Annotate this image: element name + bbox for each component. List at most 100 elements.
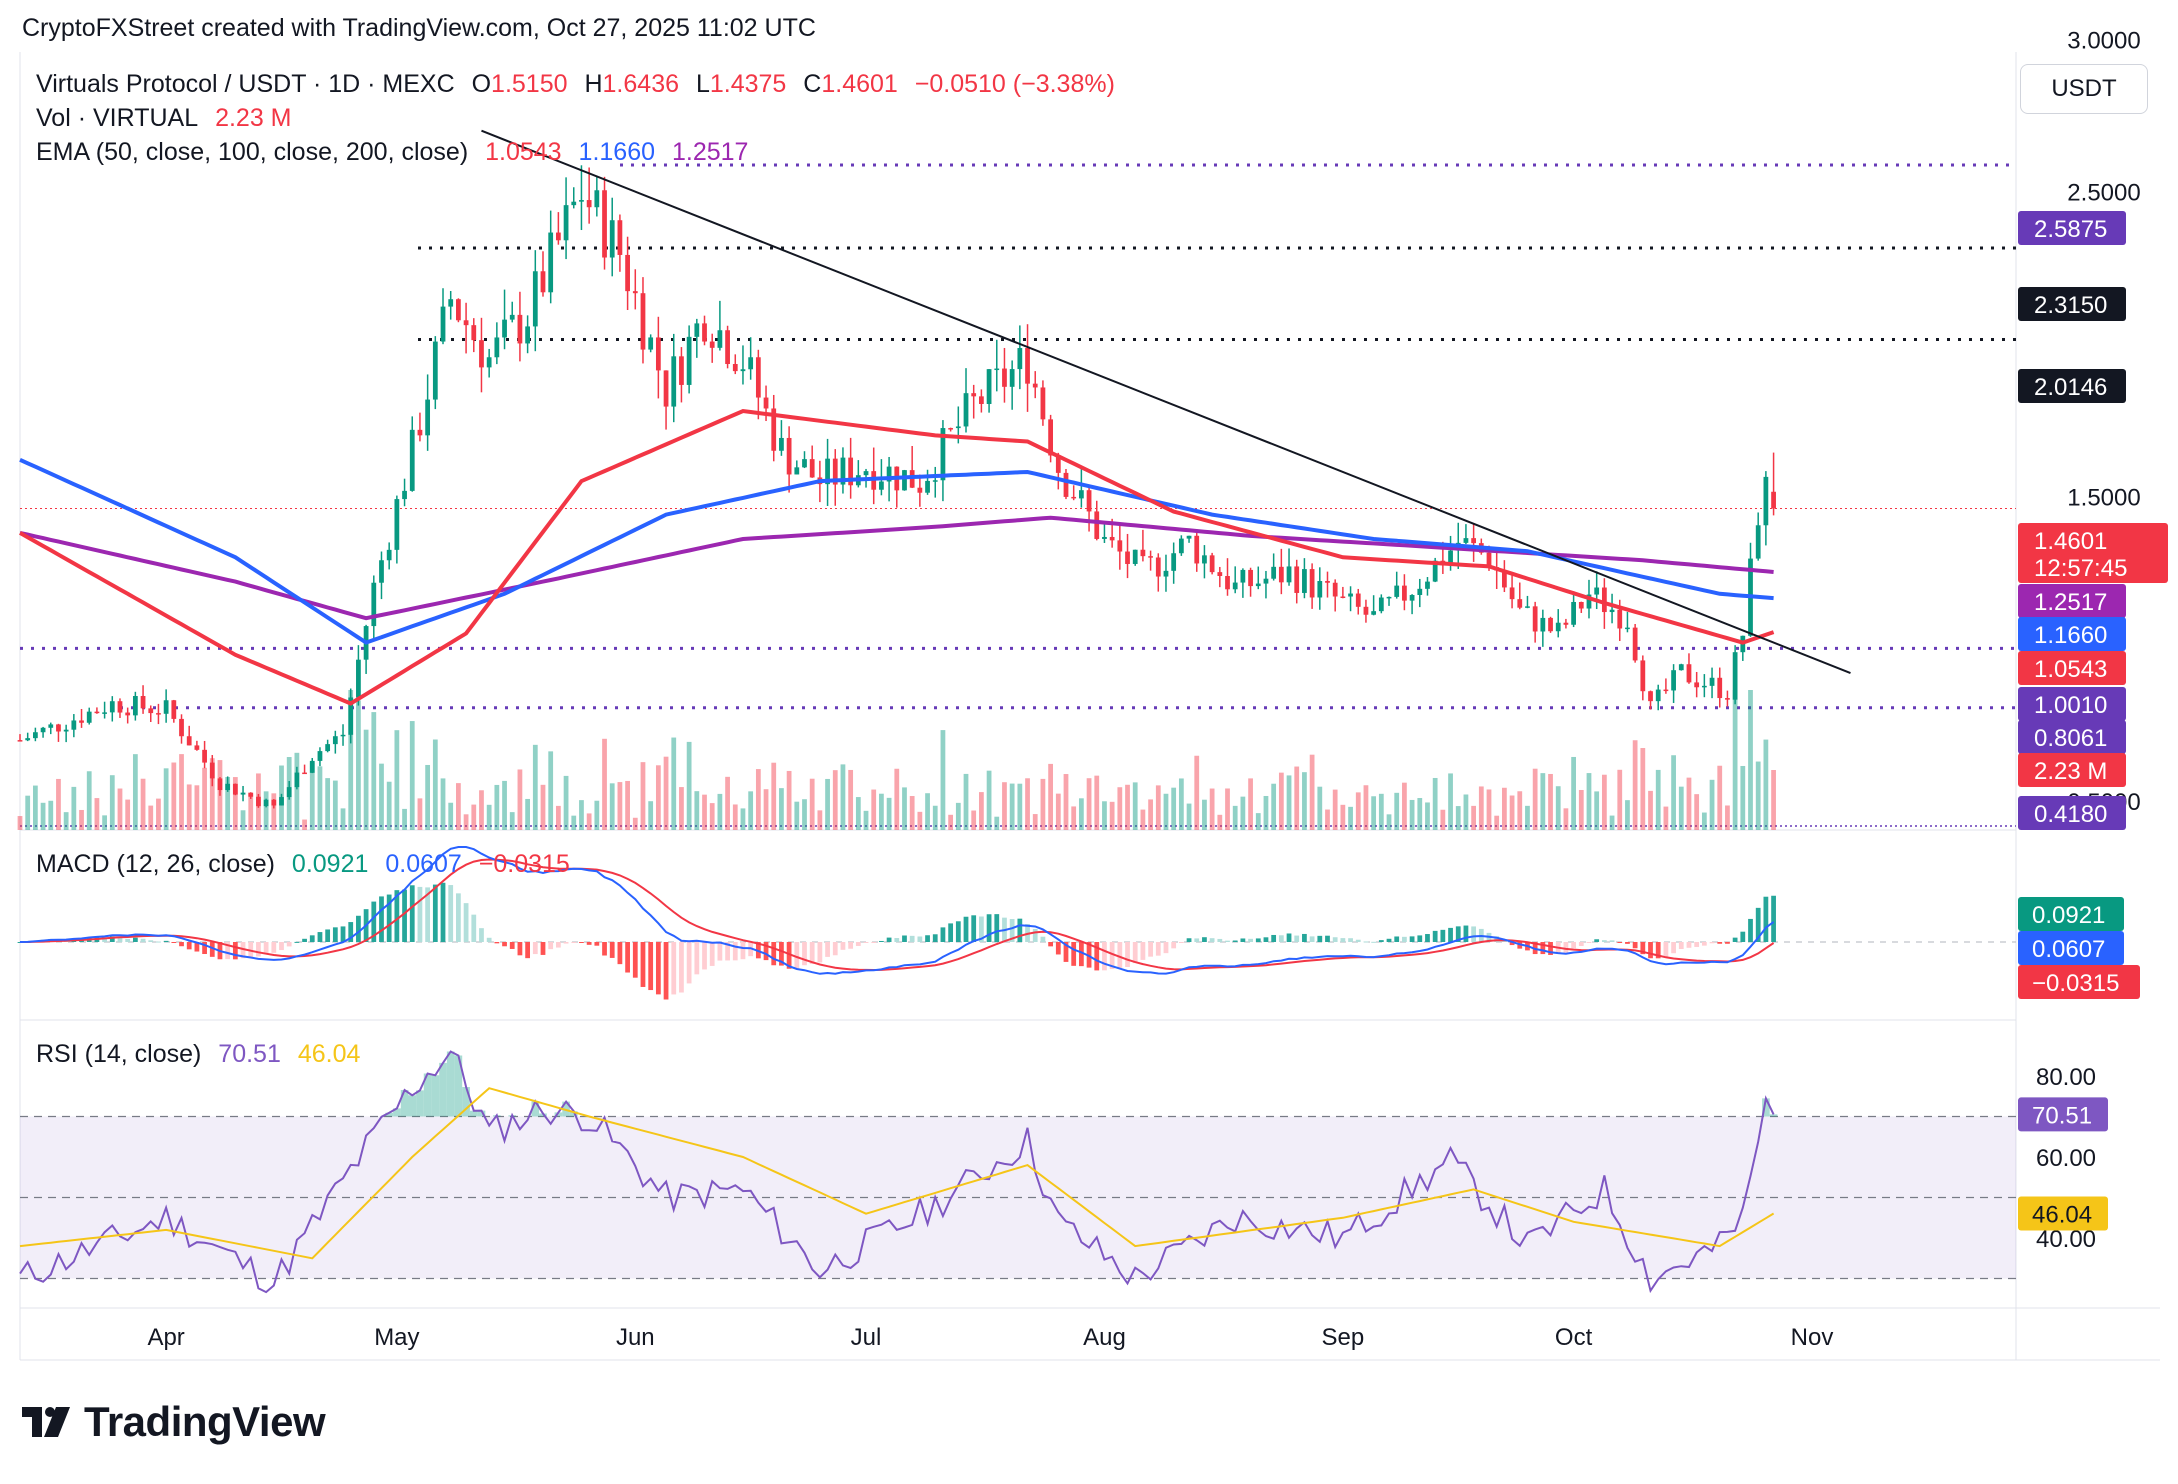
candle-body (1040, 387, 1046, 420)
macd-badge-background (2018, 931, 2124, 965)
volume-bar (156, 798, 161, 830)
candle-body (371, 582, 377, 627)
candle-body (886, 466, 892, 482)
volume-bar (1678, 786, 1684, 830)
price-badge: 0.8061 (2018, 720, 2126, 754)
macd-histogram-bar (540, 942, 546, 955)
volume-bar (463, 814, 469, 830)
rsi-badge: 70.51 (2018, 1097, 2108, 1132)
macd-histogram-bar (1217, 938, 1223, 942)
volume-bar (356, 700, 361, 830)
volume-bar (1025, 778, 1030, 830)
volume-bar (279, 765, 284, 830)
price-badge: 2.5875 (2018, 211, 2126, 245)
candle-body (279, 797, 284, 806)
volume-bar (1640, 748, 1646, 830)
macd-histogram-bar (1271, 934, 1277, 942)
main-legend: Virtuals Protocol / USDT · 1D · MEXC O1.… (36, 70, 1125, 99)
volume-bar (486, 804, 492, 830)
candle-body (386, 549, 392, 561)
macd-hist-value: 0.0921 (291, 850, 369, 878)
candle-body (509, 314, 515, 320)
volume-bar (1609, 815, 1615, 830)
volume-bar (1771, 770, 1776, 830)
candle-body (979, 396, 984, 404)
volume-bar (555, 805, 561, 830)
macd-histogram-bar (409, 885, 415, 942)
candle-body (555, 232, 561, 241)
rsi-badge-text: 46.04 (2032, 1202, 2092, 1229)
volume-bar (909, 796, 915, 830)
rsi-label[interactable]: RSI (14, close) (36, 1040, 202, 1068)
macd-histogram-bar (1563, 942, 1569, 953)
volume-label[interactable]: Vol · VIRTUAL (36, 104, 199, 132)
tradingview-logo-text: TradingView (84, 1398, 326, 1445)
volume-bar (817, 810, 823, 830)
price-badge-background (2018, 687, 2126, 721)
symbol-label[interactable]: Virtuals Protocol / USDT · 1D · MEXC (36, 70, 455, 98)
descending-trendline[interactable] (481, 129, 1851, 674)
candle-body (1763, 476, 1769, 526)
volume-bar (1517, 791, 1523, 830)
volume-bar (617, 782, 623, 830)
rsi-ma-value: 46.04 (297, 1040, 361, 1068)
macd-histogram-bar (1455, 926, 1461, 942)
tradingview-logo[interactable]: TradingView (22, 1398, 326, 1446)
candle-body (1340, 596, 1346, 598)
macd-histogram-bar (1325, 935, 1330, 942)
candle-body (1109, 536, 1115, 541)
volume-bar (894, 768, 900, 830)
macd-histogram-bar (594, 942, 600, 946)
volume-bar (1048, 763, 1053, 830)
volume-bar (1555, 786, 1561, 830)
candle-body (102, 712, 107, 714)
volume-bar (863, 810, 869, 830)
candle-body (648, 337, 654, 350)
candle-body (271, 799, 277, 806)
candle-body (1386, 596, 1392, 599)
candle-body (1625, 627, 1630, 630)
candle-body (1771, 491, 1776, 509)
macd-histogram-bar (994, 914, 1000, 942)
volume-bar (1055, 793, 1061, 830)
volume-bar (102, 815, 107, 830)
volume-bar (586, 813, 592, 830)
volume-bar (17, 816, 23, 830)
ema100-line (19, 457, 1774, 645)
candle-body (948, 428, 954, 430)
ema200-value: 1.2517 (671, 138, 749, 166)
macd-histogram-bar (1440, 929, 1446, 942)
volume-bar (240, 810, 246, 830)
candle-body (1232, 582, 1238, 590)
macd-histogram-bar (1332, 937, 1338, 942)
volume-bar (994, 816, 1000, 830)
volume-bar (1271, 783, 1277, 830)
macd-histogram-bar (609, 942, 615, 958)
macd-histogram-bar (1086, 942, 1092, 968)
volume-bar (1386, 814, 1392, 830)
macd-histogram-bar (348, 922, 354, 942)
candle-body (256, 796, 261, 807)
macd-histogram-bar (1717, 942, 1723, 944)
macd-histogram-bar (263, 942, 269, 955)
ema-label[interactable]: EMA (50, close, 100, close, 200, close) (36, 138, 469, 166)
rsi-badge-background (2018, 1196, 2108, 1231)
price-badge-background (2018, 720, 2126, 754)
candle-body (302, 772, 307, 775)
rsi-badge-text: 70.51 (2032, 1102, 2092, 1129)
volume-bar (348, 690, 354, 830)
macd-label[interactable]: MACD (12, 26, close) (36, 850, 275, 878)
volume-bar (1325, 809, 1330, 830)
candle-body (932, 480, 938, 482)
macd-histogram-bar (1340, 938, 1346, 942)
macd-histogram-bar (509, 942, 515, 949)
volume-bar (1548, 773, 1553, 830)
macd-histogram-bar (694, 942, 700, 975)
currency-button[interactable]: USDT (2020, 64, 2148, 114)
macd-histogram-bar (340, 926, 346, 942)
candle-body (1186, 535, 1192, 539)
macd-histogram-bar (109, 936, 115, 942)
candle-body (32, 732, 38, 739)
volume-bar (1402, 782, 1407, 830)
